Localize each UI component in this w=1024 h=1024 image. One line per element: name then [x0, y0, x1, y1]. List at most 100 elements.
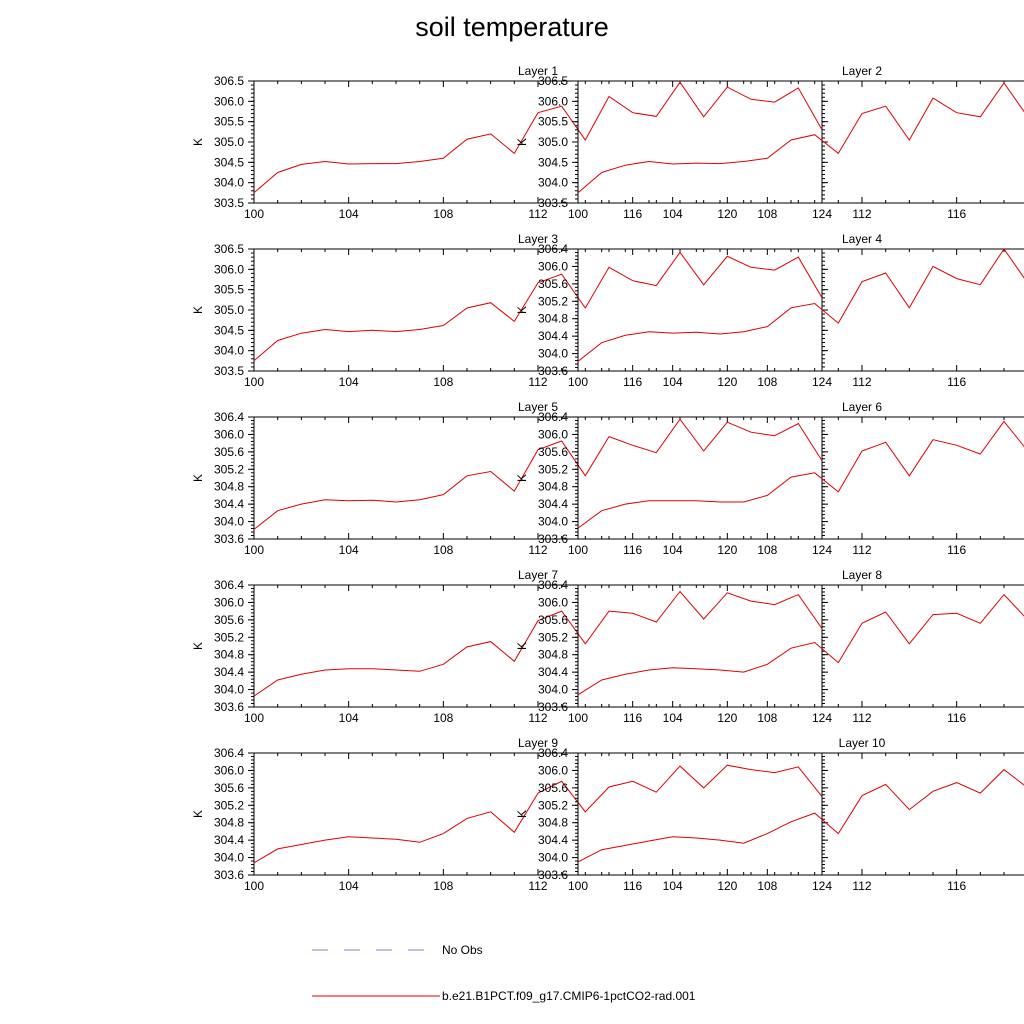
series-line — [253, 590, 823, 697]
y-tick-label: 303.6 — [538, 700, 568, 714]
y-tick-label: 305.0 — [214, 135, 244, 149]
x-tick-label: 100 — [568, 375, 588, 389]
y-tick-label: 304.8 — [214, 648, 244, 662]
legend: No Obs b.e21.B1PCT.f09_g17.CMIP6-1pctCO2-… — [312, 943, 696, 1003]
y-tick-label: 305.2 — [538, 294, 568, 308]
y-axis-label: K — [515, 642, 529, 650]
x-tick-label: 104 — [663, 711, 683, 725]
x-tick-label: 116 — [623, 543, 642, 557]
y-tick-label: 305.2 — [214, 462, 244, 476]
x-tick-label: 124 — [812, 207, 832, 221]
panel-title: Layer 6 — [842, 400, 882, 414]
y-tick-label: 304.8 — [214, 480, 244, 494]
y-tick-label: 305.2 — [538, 630, 568, 644]
y-tick-label: 306.5 — [538, 74, 568, 88]
x-tick-label: 100 — [244, 375, 264, 389]
y-tick-label: 306.0 — [538, 427, 568, 441]
y-tick-label: 305.6 — [214, 613, 244, 627]
series-line — [577, 420, 1024, 529]
x-tick-label: 116 — [947, 879, 966, 893]
y-tick-label: 304.5 — [214, 155, 244, 169]
x-tick-label: 100 — [568, 879, 588, 893]
x-tick-label: 104 — [339, 207, 359, 221]
x-tick-label: 108 — [433, 375, 453, 389]
panel-title: Layer 7 — [518, 568, 558, 582]
x-tick-label: 108 — [433, 543, 453, 557]
y-tick-label: 306.4 — [538, 578, 568, 592]
y-tick-label: 306.0 — [214, 262, 244, 276]
y-tick-label: 305.5 — [214, 115, 244, 129]
y-tick-label: 306.0 — [538, 763, 568, 777]
y-tick-label: 304.0 — [538, 683, 568, 697]
x-tick-label: 104 — [663, 375, 683, 389]
y-tick-label: 306.5 — [214, 74, 244, 88]
x-tick-label: 116 — [623, 375, 642, 389]
y-tick-label: 305.2 — [214, 630, 244, 644]
x-tick-label: 124 — [812, 375, 832, 389]
y-tick-label: 304.8 — [538, 816, 568, 830]
plot-frame — [577, 248, 1024, 372]
x-tick-label: 116 — [623, 879, 642, 893]
panel-10: Layer 10 K 100 104 108 112 116 120 124 303.6 304.0… — [515, 736, 1024, 893]
y-tick-label: 306.4 — [214, 578, 244, 592]
y-tick-label: 305.5 — [214, 283, 244, 297]
plot-frame — [577, 752, 1024, 876]
x-tick-label: 104 — [663, 543, 683, 557]
panel-title: Layer 5 — [518, 400, 558, 414]
y-axis-label: K — [191, 138, 205, 146]
x-tick-label: 108 — [757, 543, 777, 557]
x-tick-label: 116 — [947, 543, 966, 557]
panel-title: Layer 8 — [842, 568, 882, 582]
y-tick-label: 305.6 — [538, 781, 568, 795]
x-tick-label: 112 — [852, 879, 871, 893]
x-tick-label: 112 — [852, 543, 871, 557]
y-tick-label: 306.0 — [538, 595, 568, 609]
y-tick-label: 304.0 — [538, 347, 568, 361]
y-tick-label: 305.2 — [538, 462, 568, 476]
y-tick-label: 306.0 — [214, 763, 244, 777]
y-tick-label: 306.4 — [538, 746, 568, 760]
series-line — [253, 251, 823, 362]
x-tick-label: 112 — [852, 207, 871, 221]
series-line — [577, 82, 1024, 194]
series-line — [253, 81, 823, 194]
y-tick-label: 305.6 — [538, 445, 568, 459]
y-tick-label: 304.5 — [538, 155, 568, 169]
x-tick-label: 100 — [244, 543, 264, 557]
panel-9: Layer 9 K 100 104 108 112 116 120 124 303.6 304.0 3… — [191, 736, 832, 893]
y-tick-label: 303.6 — [214, 532, 244, 546]
y-tick-label: 304.4 — [538, 665, 568, 679]
x-tick-label: 100 — [568, 711, 588, 725]
x-tick-label: 112 — [528, 543, 547, 557]
y-tick-label: 304.4 — [214, 665, 244, 679]
x-tick-label: 104 — [339, 375, 359, 389]
y-tick-label: 304.4 — [538, 833, 568, 847]
panel-2: Layer 2 K 100 104 108 112 116 120 124 303.5 304.0 3… — [515, 64, 1024, 221]
y-tick-label: 304.0 — [214, 176, 244, 190]
y-axis-label: K — [191, 306, 205, 314]
x-tick-label: 112 — [528, 879, 547, 893]
y-tick-label: 306.4 — [538, 242, 568, 256]
y-tick-label: 306.5 — [214, 242, 244, 256]
x-tick-label: 108 — [433, 879, 453, 893]
x-tick-label: 116 — [947, 207, 966, 221]
y-tick-label: 306.4 — [214, 410, 244, 424]
x-tick-label: 108 — [757, 375, 777, 389]
y-tick-label: 304.5 — [214, 323, 244, 337]
x-tick-label: 116 — [947, 711, 966, 725]
chart-title: soil temperature — [415, 12, 609, 42]
panel-title: Layer 2 — [842, 64, 882, 78]
x-tick-label: 112 — [528, 711, 547, 725]
x-tick-label: 108 — [433, 711, 453, 725]
panel-title: Layer 10 — [839, 736, 886, 750]
x-tick-label: 112 — [852, 375, 871, 389]
y-tick-label: 303.5 — [214, 196, 244, 210]
y-tick-label: 304.0 — [214, 515, 244, 529]
panel-7: Layer 7 K 100 104 108 112 116 120 124 303.6 304.0 3… — [191, 568, 832, 725]
y-tick-label: 305.0 — [538, 135, 568, 149]
x-tick-label: 108 — [757, 711, 777, 725]
x-tick-label: 112 — [528, 207, 547, 221]
y-axis-label: K — [515, 474, 529, 482]
x-tick-label: 120 — [717, 711, 737, 725]
